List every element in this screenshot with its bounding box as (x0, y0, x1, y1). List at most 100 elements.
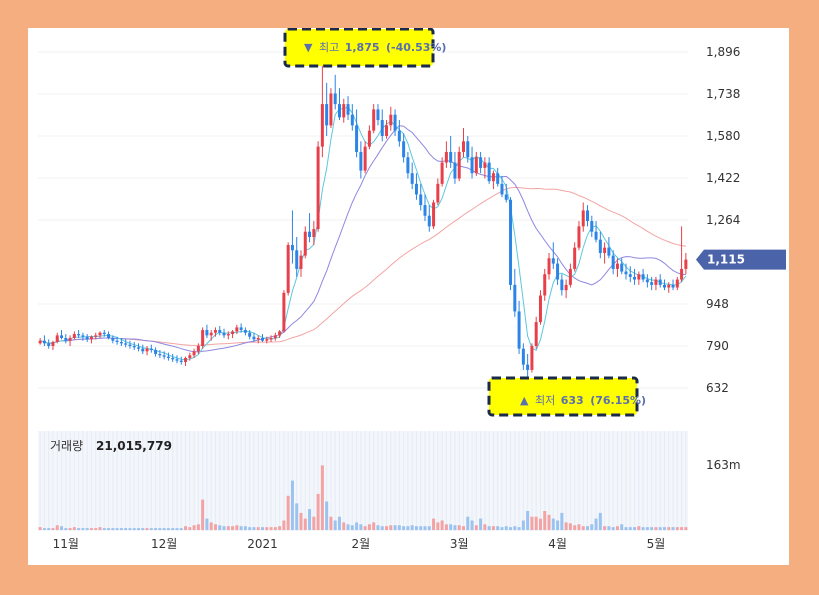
candle (243, 327, 247, 336)
candle (658, 274, 662, 288)
candle (551, 242, 555, 269)
candle (68, 335, 72, 346)
candle (175, 355, 179, 364)
volume-bar (303, 518, 307, 530)
candle (102, 330, 106, 337)
volume-bar (551, 518, 555, 530)
candle (359, 141, 363, 179)
candle (449, 136, 453, 168)
volume-bar (154, 528, 158, 530)
candle (675, 276, 679, 291)
volume-value: 21,015,779 (96, 439, 172, 453)
volume-bar (102, 528, 106, 530)
ma-mid-line (39, 125, 686, 353)
volume-bar (77, 528, 81, 530)
candle (389, 106, 393, 131)
high-change: (-40.53%) (386, 41, 446, 54)
candle (410, 162, 414, 190)
volume-bar (564, 522, 568, 530)
candle (166, 352, 170, 361)
volume-bar (89, 528, 93, 530)
volume-bar (671, 527, 675, 530)
candle (265, 336, 269, 344)
candle (42, 335, 46, 346)
volume-bar (530, 516, 534, 530)
volume-bar (248, 527, 252, 530)
volume-bar (603, 526, 607, 530)
volume-bar (235, 525, 239, 530)
low-change: (76.15%) (590, 394, 646, 407)
candle (115, 336, 119, 345)
volume-bar (547, 514, 551, 530)
volume-bar (299, 512, 303, 530)
candle (461, 128, 465, 158)
candle (517, 300, 521, 354)
candle (487, 157, 491, 184)
volume-bar (479, 518, 483, 530)
candle (427, 205, 431, 232)
volume-bar (158, 528, 162, 530)
volume-bar (504, 526, 508, 530)
volume-bar (667, 527, 671, 530)
candle (119, 338, 123, 346)
volume-bar (265, 527, 269, 530)
candle (590, 215, 594, 238)
low-arrow: ▲ (520, 394, 529, 407)
high-marker: ▼ 최고 1,875 (-40.53%) (283, 28, 446, 68)
volume-bar (483, 524, 487, 530)
current-price-tag: 1,115 (696, 249, 786, 270)
candle (312, 221, 316, 245)
candle (372, 104, 376, 134)
candle (158, 349, 162, 358)
volume-bar (397, 525, 401, 530)
candle (547, 252, 551, 280)
high-value: 1,875 (345, 41, 380, 54)
volume-bar (526, 511, 530, 530)
volume-bar (598, 512, 602, 530)
candle (149, 344, 153, 353)
price-tick: 948 (706, 297, 729, 311)
price-tick: 1,896 (706, 45, 740, 59)
candle (337, 88, 341, 121)
candle (299, 250, 303, 277)
candle (624, 263, 628, 280)
candle (513, 268, 517, 317)
candle (213, 327, 217, 337)
candle (171, 353, 175, 362)
volume-bar (55, 525, 59, 530)
candle (205, 324, 209, 339)
price-tick: 1,422 (706, 171, 740, 185)
candle (611, 250, 615, 275)
candle (38, 338, 42, 345)
volume-bar (500, 527, 504, 530)
candle (538, 290, 542, 325)
candle (325, 82, 329, 136)
volume-bar (491, 526, 495, 530)
candles (38, 57, 688, 388)
candle (491, 170, 495, 190)
candle (282, 290, 286, 333)
volume-bar (534, 516, 538, 530)
candle (72, 331, 76, 340)
volume-bar (337, 516, 341, 530)
volume-bar (393, 525, 397, 530)
time-tick: 2월 (352, 537, 371, 551)
volume-bar (556, 520, 560, 530)
candle (85, 334, 89, 343)
time-tick: 12월 (151, 537, 177, 551)
price-tick: 1,738 (706, 87, 740, 101)
candle (483, 157, 487, 179)
volume-bar (675, 527, 679, 530)
candle (581, 202, 585, 232)
candle (615, 258, 619, 277)
candle (671, 279, 675, 291)
volume-bar (201, 499, 205, 530)
candle (218, 326, 222, 336)
volume-bar (680, 527, 684, 530)
candle (432, 199, 436, 230)
time-axis: 11월 12월 2021 2월 3월 4월 5월 (53, 537, 666, 551)
volume-bar (85, 528, 89, 530)
candle (128, 340, 132, 349)
candle (209, 330, 213, 341)
volume-bar (628, 527, 632, 530)
